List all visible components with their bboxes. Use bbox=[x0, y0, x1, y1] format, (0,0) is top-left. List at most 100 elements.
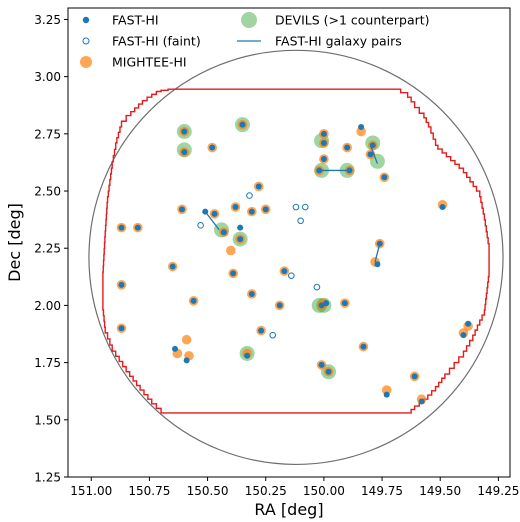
galaxy-pairs-layer bbox=[204, 145, 381, 307]
fast-hi-point bbox=[418, 398, 425, 405]
legend-item: MIGHTEE-HI bbox=[80, 55, 187, 70]
legend-marker bbox=[241, 12, 257, 28]
devils-series bbox=[176, 117, 385, 380]
legend-marker bbox=[82, 37, 90, 45]
fast-hi-point bbox=[320, 139, 327, 146]
fast-hi-point bbox=[220, 229, 227, 236]
y-tick-label: 2.50 bbox=[34, 185, 61, 199]
y-tick-label: 3.25 bbox=[34, 13, 61, 27]
fast-hi-point bbox=[383, 391, 390, 398]
legend: FAST-HI FAST-HI (faint) MIGHTEE-HI DEVILS (… bbox=[80, 12, 430, 70]
fast-hi-point bbox=[381, 174, 388, 181]
x-tick-label: 149.25 bbox=[477, 484, 519, 498]
fast-hi-point bbox=[258, 327, 265, 334]
fast-hi-point bbox=[211, 210, 218, 217]
mightee-point bbox=[356, 126, 366, 137]
x-tick-label: 150.75 bbox=[128, 484, 170, 498]
fast-hi-point bbox=[320, 130, 327, 137]
fast-hi-point bbox=[118, 224, 125, 231]
fast-hi-faint-point bbox=[301, 203, 309, 211]
y-tick-label: 1.25 bbox=[34, 471, 61, 485]
axes-frame bbox=[67, 7, 511, 478]
y-tick-label: 3.00 bbox=[34, 70, 61, 84]
y-tick-label: 2.25 bbox=[34, 242, 61, 256]
fast-hi-point bbox=[183, 357, 190, 364]
fast-hi-point bbox=[360, 343, 367, 350]
x-tick-label: 149.75 bbox=[361, 484, 403, 498]
legend-item: DEVILS (>1 counterpart) bbox=[241, 12, 430, 28]
fast-hi-point bbox=[318, 361, 325, 368]
fast-hi-point bbox=[465, 320, 472, 327]
y-tick-label: 2.75 bbox=[34, 127, 61, 141]
fast-hi-point bbox=[439, 204, 446, 211]
legend-item: FAST-HI galaxy pairs bbox=[237, 34, 402, 49]
x-tick-label: 151.00 bbox=[70, 484, 112, 498]
fast-hi-point bbox=[178, 206, 185, 213]
survey-circle bbox=[88, 49, 504, 466]
y-tick-label: 1.75 bbox=[34, 356, 61, 370]
fast-hi-point bbox=[346, 167, 353, 174]
mightee-point bbox=[381, 385, 392, 395]
fast-hi-point bbox=[237, 236, 244, 243]
footprint-outline bbox=[102, 88, 490, 414]
legend-marker bbox=[82, 16, 90, 24]
fast-hi-point bbox=[460, 332, 467, 339]
legend-marker bbox=[80, 56, 92, 68]
fast-hi-point bbox=[248, 290, 255, 297]
fast-hi-point bbox=[325, 368, 332, 375]
legend-label: DEVILS (>1 counterpart) bbox=[275, 13, 430, 28]
fast-hi-faint-point bbox=[269, 331, 277, 339]
fast-hi-point bbox=[209, 144, 216, 151]
fast-hi-point bbox=[190, 297, 197, 304]
fast-hi-point bbox=[230, 270, 237, 277]
fast-hi-point bbox=[134, 224, 141, 231]
mightee-point bbox=[181, 334, 192, 345]
fast-hi-point bbox=[341, 300, 348, 307]
fast-hi-faint-point bbox=[197, 222, 204, 229]
x-tick-label: 150.00 bbox=[303, 484, 345, 498]
fast-hi-faint-point bbox=[292, 203, 300, 211]
x-axis-label: RA [deg] bbox=[254, 500, 323, 519]
fast-hi-point bbox=[374, 261, 381, 268]
fast-hi-point bbox=[172, 345, 179, 352]
fast-hi-point bbox=[276, 302, 283, 309]
fast-hi-point bbox=[244, 352, 251, 359]
x-tick-label: 150.25 bbox=[245, 484, 287, 498]
legend-item: FAST-HI (faint) bbox=[82, 34, 201, 49]
fast-hi-faint-point bbox=[246, 192, 253, 199]
fast-hi-point bbox=[181, 149, 188, 156]
fast-hi-point bbox=[169, 263, 176, 270]
y-tick-label: 1.50 bbox=[34, 413, 61, 427]
y-axis-label: Dec [deg] bbox=[5, 203, 24, 282]
legend-item: FAST-HI bbox=[82, 13, 159, 28]
x-axis-ticks: 151.00 150.75 150.50 150.25 150.00 149.75 149.… bbox=[70, 477, 519, 498]
fast-hi-point bbox=[358, 123, 365, 130]
fast-hi-faint-point bbox=[313, 283, 321, 291]
legend-label: FAST-HI galaxy pairs bbox=[275, 34, 402, 49]
survey-circle-layer bbox=[88, 49, 504, 466]
x-tick-label: 149.50 bbox=[419, 484, 461, 498]
fast-hi-point bbox=[255, 183, 262, 190]
fast-hi-point bbox=[118, 281, 125, 288]
legend-label: FAST-HI (faint) bbox=[112, 34, 201, 49]
mightee-series bbox=[116, 119, 473, 405]
fast-hi-point bbox=[262, 206, 269, 213]
fast-hi-point bbox=[181, 128, 188, 135]
legend-label: FAST-HI bbox=[112, 13, 159, 28]
fast-hi-point bbox=[232, 204, 239, 211]
fast-hi-point bbox=[281, 268, 288, 275]
footprint-layer bbox=[102, 88, 490, 414]
y-axis-ticks: 1.25 1.50 1.75 2.00 2.25 2.50 2.75 3.00 3.25 bbox=[34, 13, 68, 485]
fast-hi-point bbox=[323, 300, 330, 307]
fast-hi-point bbox=[118, 325, 125, 332]
mightee-point bbox=[226, 245, 236, 256]
fast-hi-point bbox=[367, 151, 374, 158]
galaxy-pair-line bbox=[369, 145, 379, 164]
y-tick-label: 2.00 bbox=[34, 299, 61, 313]
x-tick-label: 150.50 bbox=[187, 484, 229, 498]
fast-hi-faint-point bbox=[297, 217, 304, 225]
galaxy-pair-line bbox=[374, 243, 381, 263]
fast-hi-point bbox=[237, 224, 244, 231]
fast-hi-point bbox=[320, 155, 327, 162]
